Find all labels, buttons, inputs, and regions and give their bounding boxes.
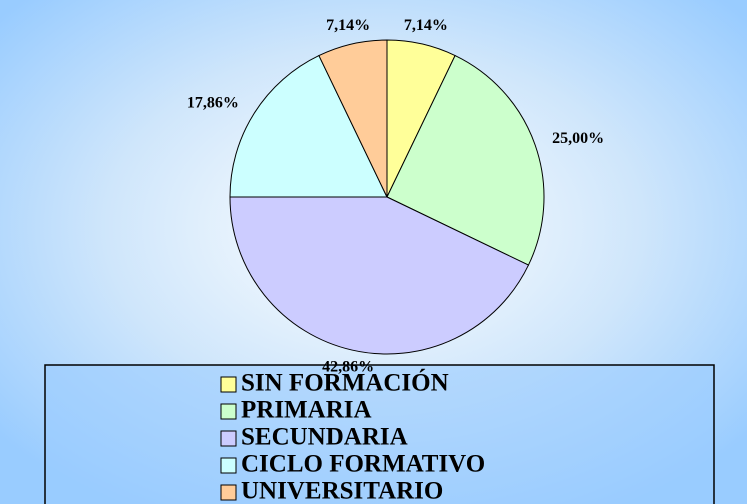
legend-swatch	[220, 430, 237, 447]
value-label: 7,14%	[404, 17, 448, 34]
legend-label: PRIMARIA	[241, 397, 372, 424]
legend-box	[44, 364, 715, 504]
pie-slice	[386, 54, 545, 266]
value-label: 25,00%	[552, 130, 604, 147]
value-label: 7,14%	[326, 17, 370, 34]
legend-swatch	[220, 484, 237, 501]
legend-swatch	[220, 376, 237, 393]
legend-swatch	[220, 457, 237, 474]
pie-slice	[318, 39, 388, 198]
legend-label: SECUNDARIA	[241, 424, 408, 451]
value-label: 42,86%	[322, 358, 374, 375]
pie-slice	[229, 54, 388, 198]
legend-label: SIN FORMACIÓN	[241, 369, 449, 397]
pie-slice	[229, 196, 530, 355]
legend-label: CICLO FORMATIVO	[241, 451, 485, 478]
legend-label: UNIVERSITARIO	[241, 478, 443, 504]
legend-swatch	[220, 403, 237, 420]
value-label: 17,86%	[187, 95, 239, 112]
